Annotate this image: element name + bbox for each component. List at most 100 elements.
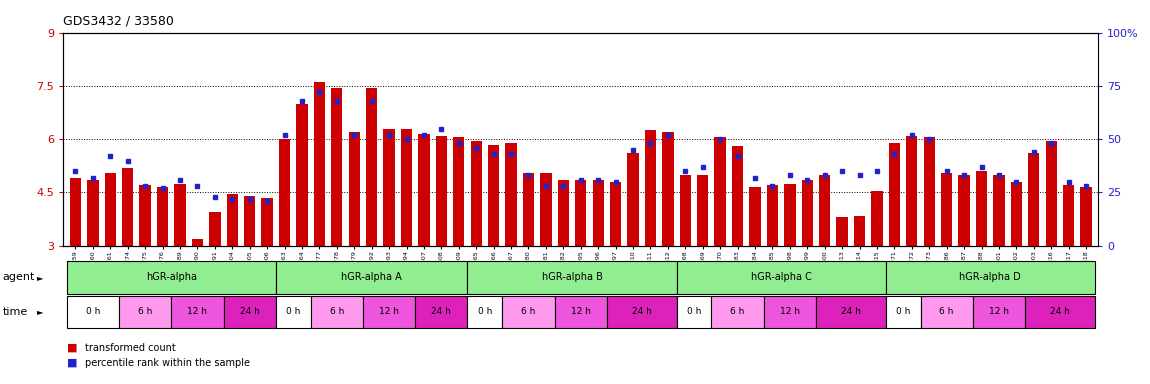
- Text: 12 h: 12 h: [187, 308, 207, 316]
- Bar: [261, 198, 273, 246]
- Bar: [958, 175, 969, 246]
- Bar: [175, 184, 185, 246]
- Text: GDS3432 / 33580: GDS3432 / 33580: [63, 15, 174, 28]
- Bar: [886, 261, 1095, 294]
- Bar: [363, 296, 415, 328]
- Bar: [680, 175, 691, 246]
- Text: 0 h: 0 h: [86, 308, 100, 316]
- Bar: [276, 261, 468, 294]
- Bar: [889, 143, 900, 246]
- Bar: [554, 296, 607, 328]
- Text: 24 h: 24 h: [1050, 308, 1070, 316]
- Bar: [1045, 141, 1057, 246]
- Bar: [1011, 182, 1022, 246]
- Text: 6 h: 6 h: [138, 308, 152, 316]
- Bar: [976, 171, 987, 246]
- Text: hGR-alpha D: hGR-alpha D: [959, 272, 1021, 283]
- Bar: [209, 212, 221, 246]
- Text: 12 h: 12 h: [989, 308, 1009, 316]
- Bar: [994, 175, 1005, 246]
- Bar: [468, 296, 503, 328]
- Text: 12 h: 12 h: [380, 308, 399, 316]
- Text: transformed count: transformed count: [85, 343, 176, 353]
- Bar: [764, 296, 816, 328]
- Bar: [628, 154, 638, 246]
- Bar: [383, 129, 394, 246]
- Bar: [401, 129, 412, 246]
- Text: 12 h: 12 h: [570, 308, 591, 316]
- Bar: [67, 296, 118, 328]
- Bar: [244, 196, 255, 246]
- Bar: [1080, 187, 1091, 246]
- Bar: [697, 175, 708, 246]
- Bar: [156, 187, 168, 246]
- Bar: [310, 296, 363, 328]
- Text: ►: ►: [37, 307, 44, 316]
- Text: 24 h: 24 h: [841, 308, 860, 316]
- Bar: [436, 136, 447, 246]
- Bar: [610, 182, 621, 246]
- Bar: [923, 137, 935, 246]
- Text: 0 h: 0 h: [477, 308, 492, 316]
- Bar: [645, 130, 657, 246]
- Bar: [906, 136, 918, 246]
- Text: 24 h: 24 h: [239, 308, 260, 316]
- Bar: [415, 296, 468, 328]
- Bar: [767, 185, 779, 246]
- Text: ■: ■: [67, 343, 77, 353]
- Bar: [331, 88, 343, 246]
- Text: 6 h: 6 h: [330, 308, 344, 316]
- Text: 24 h: 24 h: [431, 308, 451, 316]
- Bar: [676, 261, 886, 294]
- Bar: [468, 261, 676, 294]
- Bar: [118, 296, 171, 328]
- Bar: [607, 296, 676, 328]
- Bar: [920, 296, 973, 328]
- Bar: [558, 180, 569, 246]
- Bar: [279, 139, 290, 246]
- Text: hGR-alpha B: hGR-alpha B: [542, 272, 603, 283]
- Bar: [503, 296, 554, 328]
- Text: 0 h: 0 h: [687, 308, 702, 316]
- Text: 0 h: 0 h: [286, 308, 300, 316]
- Bar: [488, 144, 499, 246]
- Text: agent: agent: [2, 272, 34, 282]
- Text: time: time: [2, 307, 28, 317]
- Bar: [802, 180, 813, 246]
- Bar: [714, 137, 726, 246]
- Bar: [453, 137, 465, 246]
- Text: 0 h: 0 h: [896, 308, 911, 316]
- Bar: [67, 261, 276, 294]
- Text: hGR-alpha C: hGR-alpha C: [751, 272, 812, 283]
- Text: 24 h: 24 h: [631, 308, 652, 316]
- Bar: [973, 296, 1025, 328]
- Bar: [227, 194, 238, 246]
- Bar: [712, 296, 764, 328]
- Bar: [540, 173, 552, 246]
- Text: percentile rank within the sample: percentile rank within the sample: [85, 358, 250, 368]
- Text: hGR-alpha: hGR-alpha: [146, 272, 197, 283]
- Bar: [276, 296, 310, 328]
- Bar: [505, 143, 516, 246]
- Bar: [105, 173, 116, 246]
- Text: ►: ►: [37, 273, 44, 282]
- Bar: [731, 146, 743, 246]
- Bar: [139, 185, 151, 246]
- Bar: [853, 215, 865, 246]
- Bar: [366, 88, 377, 246]
- Bar: [676, 296, 712, 328]
- Bar: [470, 141, 482, 246]
- Bar: [419, 134, 430, 246]
- Text: 6 h: 6 h: [730, 308, 745, 316]
- Bar: [662, 132, 674, 246]
- Bar: [70, 178, 82, 246]
- Bar: [941, 173, 952, 246]
- Bar: [297, 104, 308, 246]
- Bar: [87, 180, 99, 246]
- Bar: [592, 180, 604, 246]
- Text: hGR-alpha A: hGR-alpha A: [342, 272, 402, 283]
- Bar: [784, 184, 796, 246]
- Bar: [1063, 185, 1074, 246]
- Bar: [886, 296, 920, 328]
- Bar: [192, 238, 204, 246]
